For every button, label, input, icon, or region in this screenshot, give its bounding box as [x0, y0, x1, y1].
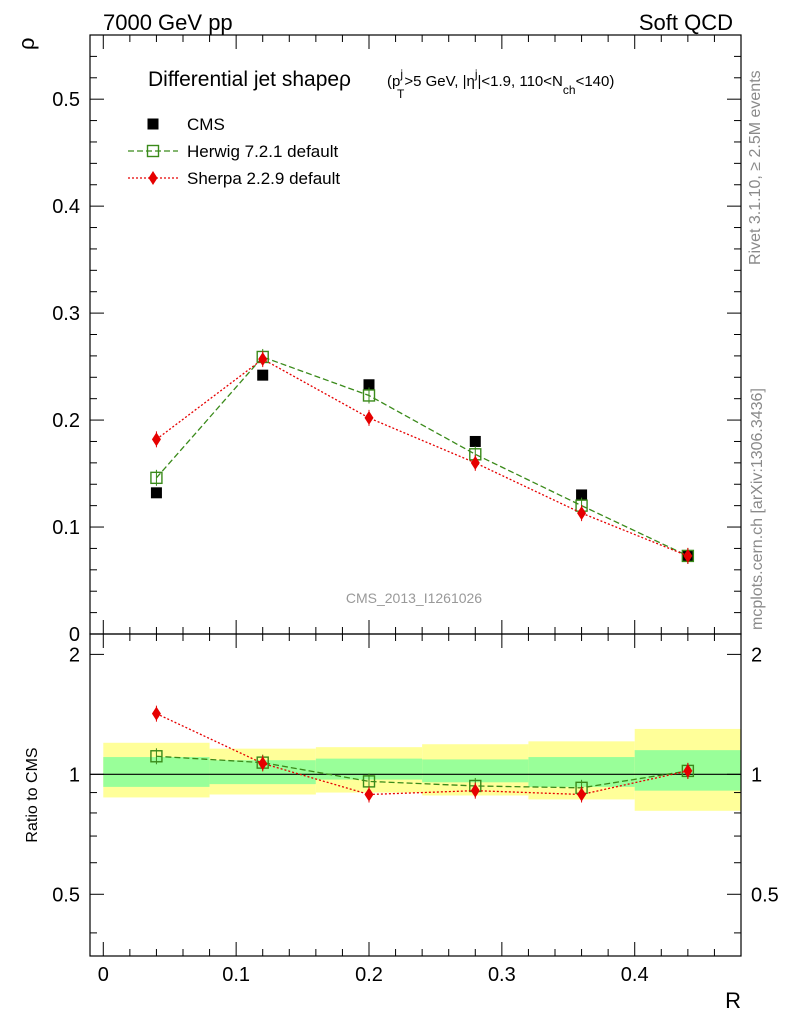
legend-marker: [148, 171, 158, 185]
header-left: 7000 GeV pp: [103, 10, 233, 35]
y-tick-label: 0.2: [52, 410, 80, 432]
legend-label: CMS: [187, 115, 225, 134]
main-point-sherpa: [151, 432, 161, 447]
ratio-line-herwig: [156, 755, 688, 789]
main-line-herwig: [155, 356, 689, 557]
x-tick-label: 0.1: [222, 964, 250, 986]
main-point-cms: [469, 435, 481, 447]
y-axis-label: ρ: [14, 37, 39, 50]
main-point-sherpa: [364, 410, 374, 425]
header-right: Soft QCD: [639, 10, 733, 35]
ratio-y-tick-label: 1: [69, 764, 80, 786]
watermark: CMS_2013_I1261026: [346, 590, 482, 606]
main-point-herwig: [362, 389, 376, 402]
y-tick-label: 0.3: [52, 303, 80, 325]
plot-title: Differential jet shapeρ: [148, 68, 351, 91]
main-point-cms: [257, 369, 269, 381]
y-tick-label: 0.5: [52, 89, 80, 111]
ratio-y-tick-label-right: 0.5: [751, 884, 779, 906]
main-point-sherpa: [577, 506, 587, 521]
x-tick-label: 0: [98, 964, 109, 986]
main-point-cms: [576, 489, 588, 501]
ratio-point-sherpa: [151, 706, 161, 721]
ratio-y-tick-label: 0.5: [52, 884, 80, 906]
ratio-y-tick-label-right: 1: [751, 764, 762, 786]
ratio-line-sherpa: [156, 713, 688, 796]
ratio-point-sherpa: [364, 787, 374, 802]
band-inner: [422, 759, 529, 783]
rivet-label: Rivet 3.1.10, ≥ 2.5M events: [747, 70, 764, 265]
band-inner: [209, 760, 316, 785]
main-point-sherpa: [258, 352, 268, 367]
ratio-point-sherpa: [683, 763, 693, 778]
ratio-point-herwig: [150, 750, 163, 763]
main-point-sherpa: [683, 548, 693, 563]
main-line-sherpa: [156, 358, 689, 557]
ratio-panel: [90, 728, 741, 811]
y-tick-label: 0.1: [52, 517, 80, 539]
x-tick-label: 0.2: [355, 964, 383, 986]
mcplots-label: mcplots.cern.ch [arXiv:1306.3436]: [749, 388, 766, 630]
ratio-y-tick-label-right: 2: [751, 644, 762, 666]
legend-label: Sherpa 2.2.9 default: [187, 169, 340, 188]
main-point-cms: [150, 487, 162, 499]
legend-marker: [146, 144, 160, 158]
y-tick-label: 0.4: [52, 196, 80, 218]
plot-title-detail: (pj T>5 GeV, |ηj|<1.9, 110<Nch<140): [387, 67, 614, 101]
ratio-point-sherpa: [470, 783, 480, 798]
legend-label: Herwig 7.2.1 default: [187, 142, 338, 161]
ratio-point-sherpa: [577, 787, 587, 802]
legend-marker: [147, 118, 159, 130]
x-axis-label: R: [725, 988, 741, 1013]
x-tick-label: 0.3: [488, 964, 516, 986]
main-point-herwig: [150, 471, 163, 485]
main-point-cms: [363, 379, 375, 391]
main-point-sherpa: [470, 455, 480, 470]
ratio-y-tick-label: 2: [69, 644, 80, 666]
ratio-y-axis-label: Ratio to CMS: [24, 747, 41, 842]
y-tick-label: 0: [69, 624, 80, 646]
x-tick-label: 0.4: [621, 964, 649, 986]
ratio-point-sherpa: [258, 756, 268, 771]
ratio-frame: [89, 633, 742, 957]
